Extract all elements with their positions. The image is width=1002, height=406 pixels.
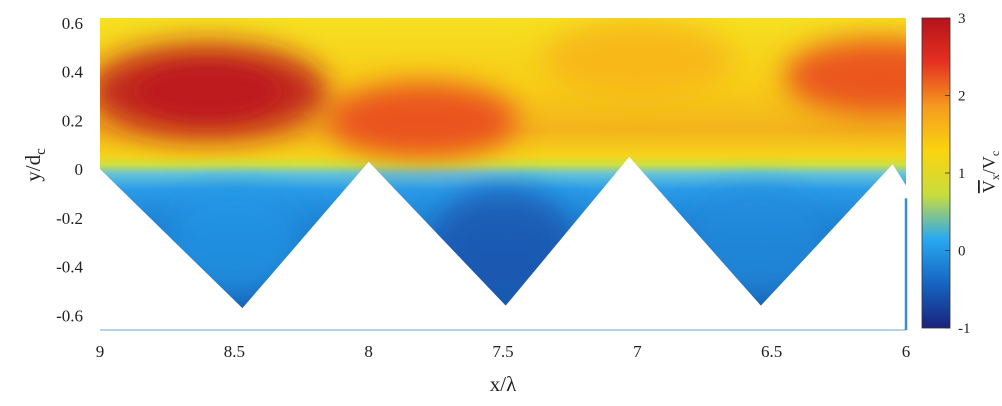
y-axis-label: y/dc: [21, 148, 49, 182]
x-axis-label: x/λ: [490, 372, 517, 396]
colorbar-tick-label: -1: [958, 321, 971, 337]
field-region: [542, 21, 733, 98]
colorbar-tick-label: 3: [958, 11, 966, 27]
colorbar: -1 0 1 2 3: [921, 11, 971, 337]
x-tick-label: 7: [633, 342, 642, 361]
svg-text:Vx/Vc: Vx/Vc: [979, 151, 1002, 193]
x-tick-label: 7.5: [492, 342, 513, 361]
field-region: [433, 187, 573, 298]
field-region: [327, 82, 518, 159]
x-tick-label: 8.5: [224, 342, 245, 361]
y-tick-label: -0.2: [56, 209, 83, 228]
y-tick-label: -0.6: [56, 306, 83, 325]
plot-frame: [100, 198, 908, 331]
x-axis-ticks: 9 8.5 8 7.5 7 6.5 6: [96, 342, 911, 361]
x-tick-label: 6.5: [761, 342, 782, 361]
x-tick-label: 9: [96, 342, 105, 361]
colorbar-label: Vx/Vc: [979, 151, 1002, 193]
y-tick-label: 0.4: [62, 63, 84, 82]
field-region: [784, 38, 906, 115]
colorbar-label-denominator-sub: c: [988, 151, 1002, 156]
field-region: [688, 187, 829, 298]
x-tick-label: 8: [364, 342, 373, 361]
field-core: [137, 65, 278, 118]
colorbar-label-numerator: V: [979, 180, 999, 193]
y-axis-label-main: y/d: [21, 154, 45, 181]
field-region: [164, 187, 305, 298]
y-tick-label: -0.4: [56, 258, 83, 277]
colorbar-label-slash: /: [979, 169, 999, 174]
y-tick-label: 0.2: [62, 111, 83, 130]
svg-text:y/dc: y/dc: [21, 148, 49, 182]
colorbar-tick-label: 1: [958, 166, 966, 182]
x-tick-label: 6: [902, 342, 911, 361]
colorbar-tick-label: 0: [958, 244, 966, 260]
colorbar-label-denominator: V: [979, 156, 999, 169]
velocity-field: [100, 18, 906, 309]
colorbar-tick-label: 2: [958, 89, 966, 105]
y-axis-ticks: -0.6 -0.4 -0.2 0 0.2 0.4 0.6: [56, 14, 83, 326]
y-tick-label: 0: [75, 160, 84, 179]
y-axis-label-sub: c: [33, 148, 49, 155]
y-tick-label: 0.6: [62, 14, 83, 33]
colorbar-label-numerator-sub: x: [988, 174, 1002, 180]
